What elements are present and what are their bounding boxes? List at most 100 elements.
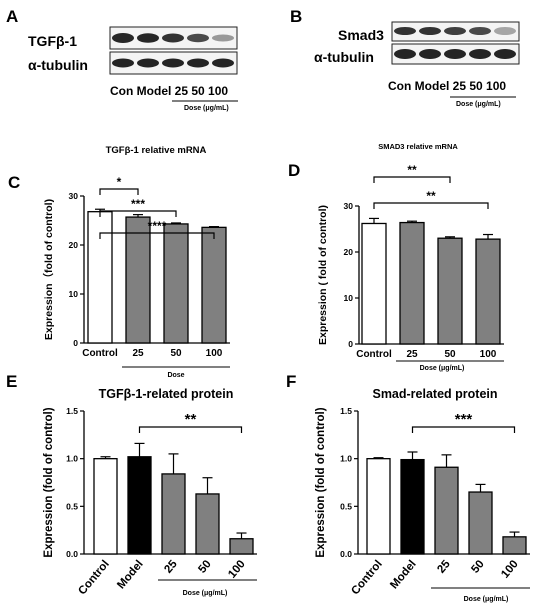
blot-a-label-2: α-tubulin (28, 57, 88, 73)
blot-a-image (109, 26, 238, 75)
significance-label: *** (455, 411, 473, 428)
bar (163, 223, 189, 344)
y-tick-label: 10 (344, 293, 354, 303)
significance-label: *** (131, 197, 145, 211)
y-tick-label: 1.0 (340, 454, 352, 464)
blot-a-band-bottom (187, 58, 209, 68)
bar (399, 221, 425, 345)
blot-b-band-top (469, 27, 491, 35)
y-tick-label: 10 (69, 289, 79, 299)
blot-b-band-top (394, 27, 416, 35)
panel-a-letter: A (6, 7, 18, 26)
panel-b-letter: B (290, 7, 302, 26)
blot-b-band-bottom (494, 49, 516, 59)
chart-e: E TGFβ-1-related protein 0.0 0.5 1.0 1.5 Expre… (6, 372, 257, 597)
y-axis-title: Expression ( fold of control) (317, 205, 329, 345)
significance-bracket (373, 176, 451, 183)
y-axis-title: Expression (fold of control) (315, 407, 327, 557)
significance-label: ** (185, 411, 197, 428)
y-tick-label: 0.5 (66, 501, 78, 511)
significance-bracket (99, 232, 215, 239)
group-label: Dose (μg/mL) (183, 590, 228, 597)
chart-title: SMAD3 relative mRNA (378, 142, 458, 151)
significance-bracket (99, 210, 177, 217)
x-tick-label: Control (76, 558, 111, 597)
x-tick-label: 25 (162, 558, 180, 576)
significance-label: * (117, 175, 122, 189)
bar (366, 458, 391, 555)
blot-b-band-bottom (444, 49, 466, 59)
x-tick-label: 50 (469, 558, 486, 576)
blot-b-band-bottom (469, 49, 491, 59)
panel-letter: E (6, 372, 17, 391)
y-tick-label: 0.5 (340, 501, 352, 511)
bar (93, 458, 118, 555)
significance-label: **** (148, 219, 167, 233)
bar (161, 473, 186, 555)
blot-a-band-top (212, 34, 234, 42)
significance-bracket (138, 426, 243, 433)
chart-title: Smad-related protein (372, 387, 497, 401)
x-tick-label: Model (388, 558, 419, 591)
y-axis-title: Expression (fold of control) (43, 407, 55, 557)
chart-f: F Smad-related protein 0.0 0.5 1.0 1.5 Express… (286, 372, 530, 603)
blot-b-band-bottom (419, 49, 441, 59)
y-tick-label: 30 (69, 191, 79, 201)
bar (195, 493, 220, 555)
x-tick-label: 25 (132, 348, 144, 359)
x-tick-label: 100 (226, 558, 248, 580)
panel-letter: F (286, 372, 296, 391)
lanes-a: Con Model 25 50 100 (110, 84, 228, 98)
blot-b-image (391, 21, 520, 65)
panel-letter: C (8, 173, 20, 192)
bar (87, 211, 113, 344)
x-tick-label: 50 (196, 558, 213, 576)
panel-letter: D (288, 161, 300, 180)
chart-d: D SMAD3 relative mRNA 0 10 20 30 Expression ( … (288, 142, 504, 372)
chart-title: TGFβ-1 relative mRNA (106, 145, 207, 156)
x-tick-label: Model (115, 558, 146, 591)
chart-title: TGFβ-1-related protein (99, 387, 234, 401)
x-tick-label: 25 (435, 558, 453, 576)
group-label: Dose (μg/mL) (420, 365, 465, 372)
bar (434, 466, 459, 555)
bar (361, 222, 387, 345)
significance-bracket (99, 188, 139, 195)
y-tick-label: 1.0 (66, 454, 78, 464)
x-tick-label: 50 (444, 349, 456, 360)
bar (201, 226, 227, 344)
blot-a-band-bottom (212, 58, 234, 68)
group-label: Dose (167, 372, 184, 379)
y-tick-label: 0.0 (340, 549, 352, 559)
bar (400, 458, 425, 555)
lanes-b: Con Model 25 50 100 (388, 79, 506, 93)
x-tick-label: Control (82, 348, 118, 359)
bar (437, 237, 463, 345)
significance-bracket (411, 426, 516, 433)
x-tick-label: 25 (406, 349, 418, 360)
bar (125, 216, 151, 344)
x-tick-label: 100 (480, 349, 497, 360)
y-tick-label: 0 (73, 338, 78, 348)
blot-a-band-top (112, 33, 134, 43)
blot-b-band-top (444, 27, 466, 35)
blot-b-band-bottom (394, 49, 416, 59)
chart-c: C TGFβ-1 relative mRNA 0 10 20 30 Expression（f… (8, 145, 230, 379)
significance-label: ** (407, 163, 417, 177)
x-tick-label: 50 (170, 348, 182, 359)
bar (127, 456, 152, 555)
y-tick-label: 20 (344, 247, 354, 257)
y-tick-label: 1.5 (66, 406, 78, 416)
blot-b-label-1: Smad3 (338, 27, 384, 43)
y-tick-label: 30 (344, 201, 354, 211)
y-tick-label: 0 (348, 339, 353, 349)
blot-b-label-2: α-tubulin (314, 49, 374, 65)
blot-a-band-top (137, 33, 159, 43)
bar (468, 491, 493, 555)
blot-a-band-top (162, 33, 184, 43)
dose-a: Dose (μg/mL) (184, 105, 229, 112)
y-tick-label: 20 (69, 240, 79, 250)
blot-b-band-top (494, 27, 516, 35)
blot-a-label-1: TGFβ-1 (28, 33, 77, 49)
